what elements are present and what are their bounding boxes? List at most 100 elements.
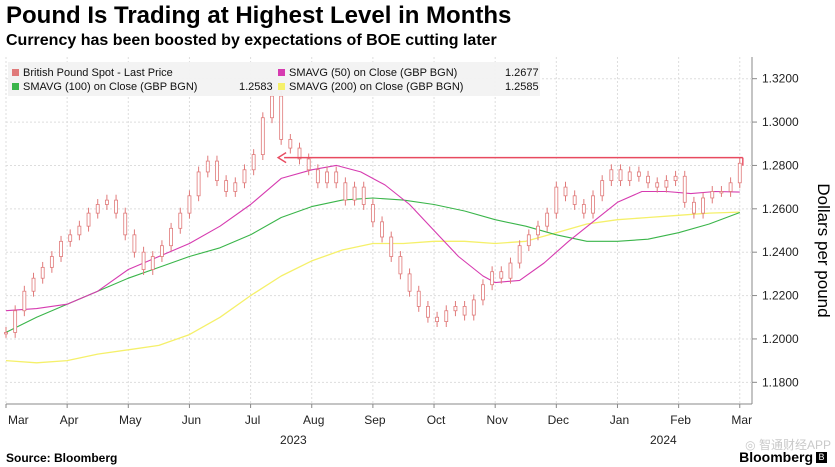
price-candle-body [554,186,559,214]
price-candle-body [49,256,54,268]
price-candle-body [462,306,467,316]
series-line-sma100 [5,197,740,333]
price-candle-body [270,95,274,119]
price-candle-body [481,284,485,301]
price-candle-body [737,162,742,184]
price-candle-body [416,290,421,307]
x-tick-label: Mar [8,413,29,427]
x-tick-label: Mar [731,413,752,427]
x-tick-label: Apr [60,413,79,427]
price-candle-body [114,199,118,214]
price-candle-body [600,180,605,197]
price-candle-body [77,225,82,236]
annotation-arrow-head [276,152,287,164]
price-candle-body [178,212,183,229]
price-candle-body [150,256,155,270]
watermark: ◎ 智通财经APP [745,438,831,452]
chart-subtitle: Currency has been boosted by expectation… [6,32,497,49]
legend-label-sma50: SMAVG (50) on Close (GBP BGN) [289,67,457,79]
price-candle-body [618,169,623,182]
x-tick-label: Jun [182,413,201,427]
price-candle-body [581,204,586,214]
price-candle-body [215,160,219,182]
price-candle-body [343,182,348,201]
source-note: Source: Bloomberg [6,451,118,465]
legend-value-sma50: 1.2677 [505,67,539,79]
price-candle-body [453,306,458,312]
series-line-sma50 [5,164,740,312]
price-candle-body [242,169,247,184]
legend-label-sma200: SMAVG (200) on Close (GBP BGN) [289,81,463,93]
price-candle-body [288,139,293,149]
year-label: 2023 [280,433,307,447]
bloomberg-logo-icon: B [816,452,827,463]
x-tick-label: Dec [548,413,569,427]
price-candle-body [508,262,513,279]
legend-background [8,62,540,96]
legend-swatch-sma50 [278,69,285,76]
price-candle-body [260,117,265,155]
price-candle-body [517,245,522,264]
price-candle-body [13,310,18,333]
price-candle-body [664,180,669,188]
price-candle-body [389,236,394,257]
price-candle-body [306,158,311,171]
price-candle-body [545,212,550,227]
price-candle-body [655,182,660,188]
price-candle-body [205,160,210,173]
price-candle-body [701,197,705,214]
price-candle-body [591,195,595,214]
price-candle-body [132,234,137,253]
series-line-sma200 [5,211,740,364]
price-candle-body [224,180,229,192]
legend-swatch-price [12,69,19,76]
chart-title: Pound Is Trading at Highest Level in Mon… [6,2,512,29]
price-candle-body [563,186,568,197]
price-candle-body [68,234,73,242]
price-candle-body [636,171,641,177]
price-candle-body [673,175,678,182]
price-candle-body [627,171,632,182]
price-candle-body [719,191,724,194]
legend-swatch-sma200 [278,83,285,90]
price-candle-body [361,186,366,205]
y-tick-label: 1.3200 [762,72,799,86]
y-tick-label: 1.1800 [762,375,799,389]
price-candle-body [315,169,320,184]
legend-label-sma100: SMAVG (100) on Close (GBP BGN) [23,81,197,93]
x-tick-label: Aug [303,413,324,427]
price-candle-body [31,277,36,292]
price-candle-body [123,212,128,236]
price-candle-body [233,182,238,192]
price-candle-body [187,195,192,214]
price-candle-body [682,175,687,203]
price-candle-body [160,245,164,257]
price-candle-body [609,169,614,182]
price-candle-body [141,251,146,270]
x-tick-label: Sep [364,413,386,427]
legend: British Pound Spot - Last Price SMAVG (50… [8,62,540,96]
x-tick-label: Jul [245,413,260,427]
price-candle-body [380,221,384,238]
legend-label-price: British Pound Spot - Last Price [23,67,173,79]
price-candle-body [398,256,403,275]
price-candle-body [297,147,302,160]
price-candle-body [86,212,91,227]
x-tick-label: Nov [487,413,508,427]
price-candle-body [325,171,329,184]
y-tick-label: 1.3000 [762,115,799,129]
legend-swatch-sma100 [12,83,19,90]
y-tick-label: 1.2600 [762,202,799,216]
price-candle-body [59,240,63,257]
price-candle-body [40,266,45,279]
price-candle-body [4,332,8,335]
y-tick-label: 1.2000 [762,332,799,346]
price-candle-body [196,171,201,197]
price-candle-body [370,204,375,223]
x-tick-label: May [119,413,142,427]
legend-value-sma100: 1.2583 [239,81,273,93]
x-tick-label: Jan [610,413,629,427]
price-candles [4,90,742,338]
price-candle-body [169,227,173,247]
y-axis-title: Dollars per pound [814,183,833,317]
